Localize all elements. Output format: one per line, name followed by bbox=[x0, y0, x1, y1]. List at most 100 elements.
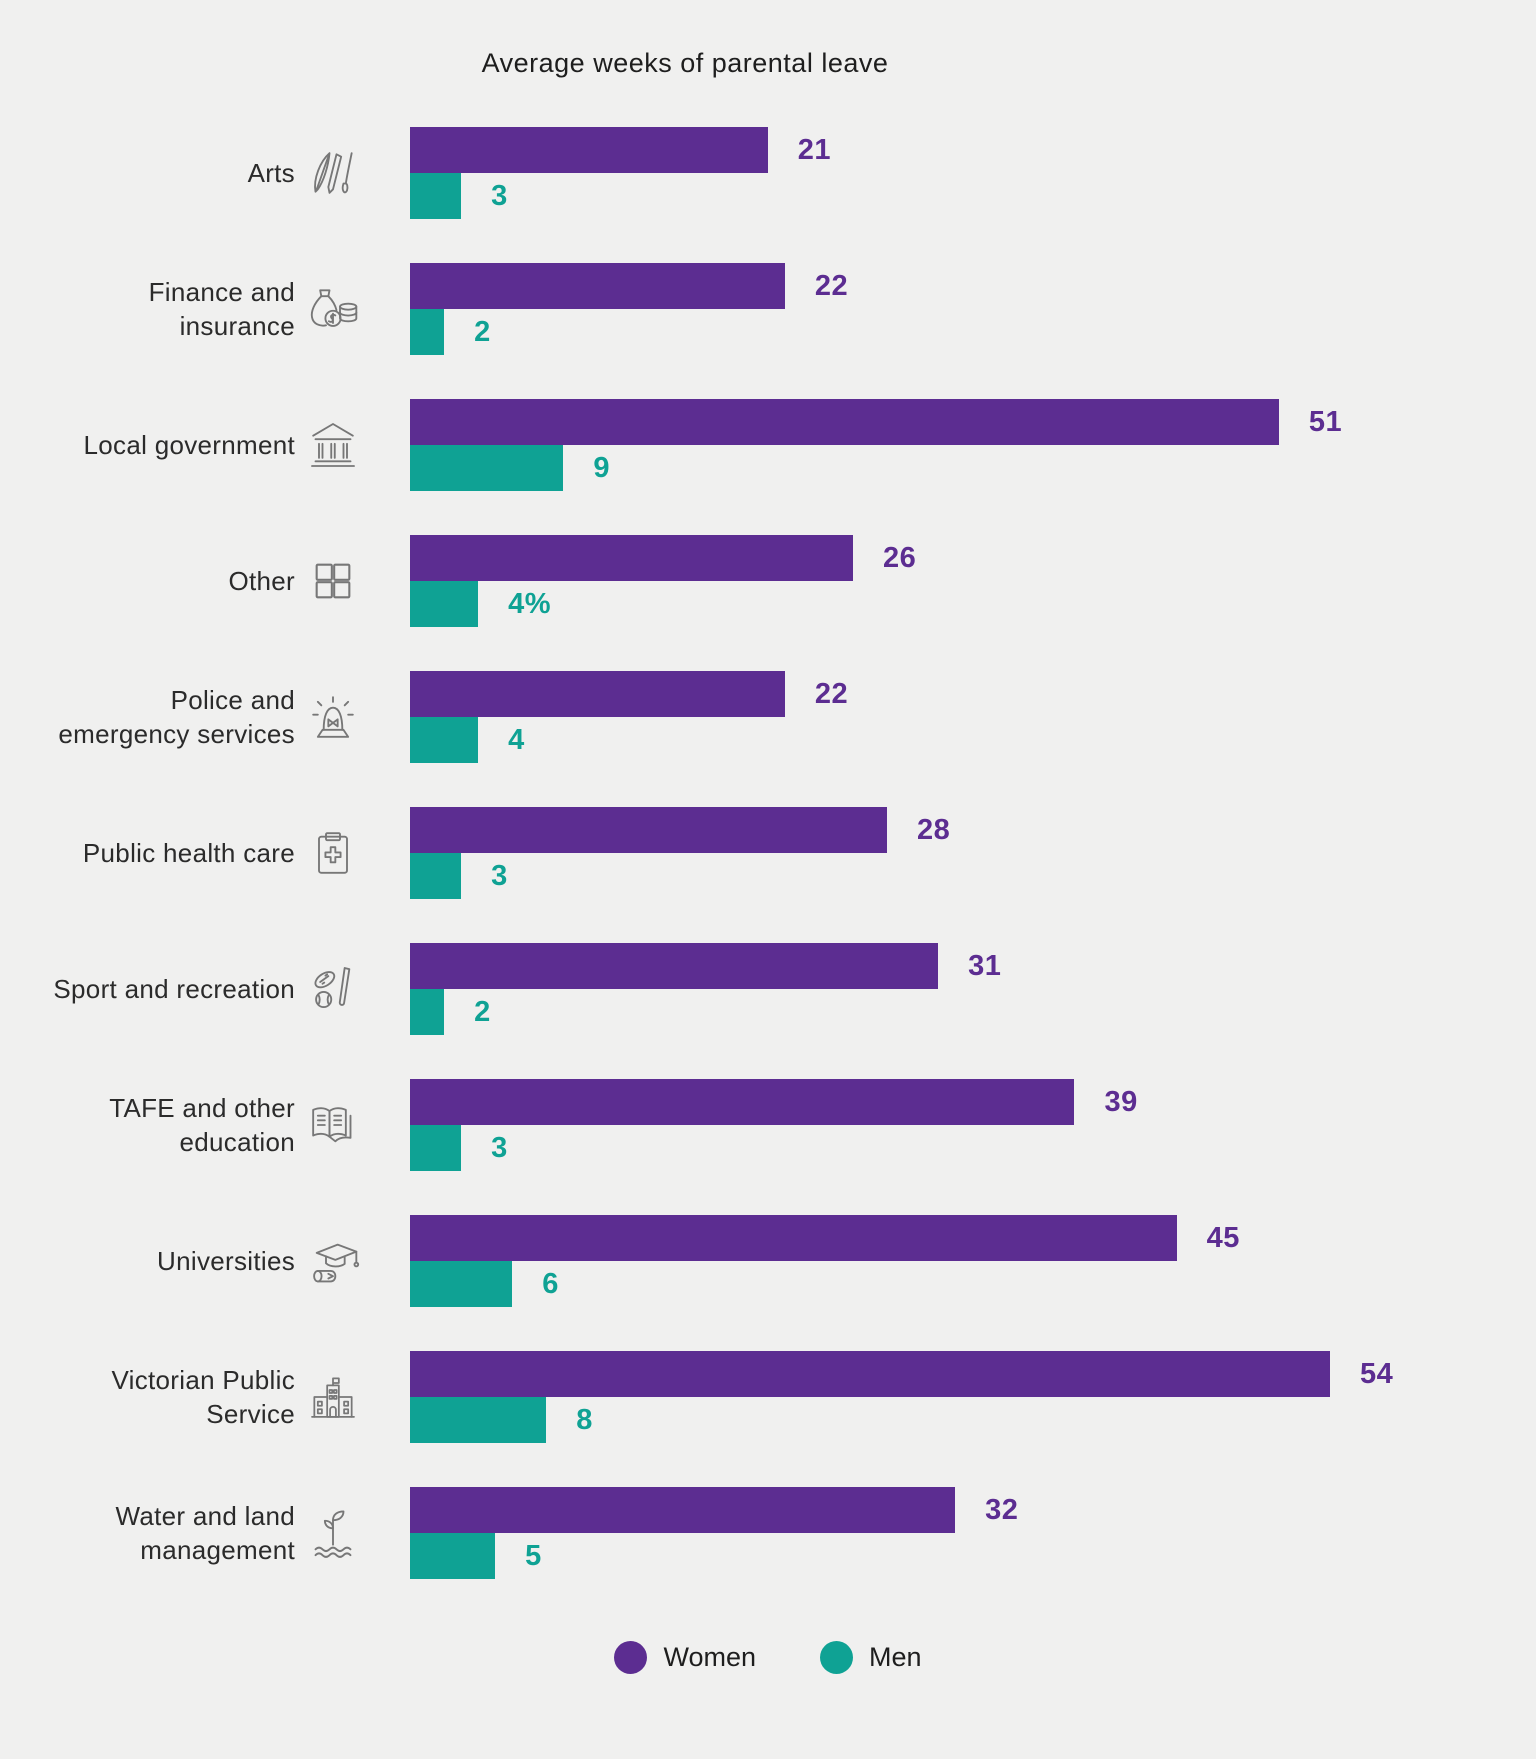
men-value: 4% bbox=[508, 587, 552, 620]
men-bar bbox=[410, 309, 445, 355]
men-value: 3 bbox=[491, 179, 508, 212]
women-value: 45 bbox=[1206, 1221, 1240, 1254]
other-icon bbox=[315, 563, 350, 599]
category-icon-slot bbox=[295, 553, 370, 609]
category-bars: 45 6 bbox=[410, 1215, 1470, 1307]
category-label: Police and emergency services bbox=[58, 685, 295, 749]
category-row: Victorian Public Service 54 8 bbox=[45, 1351, 1536, 1443]
category-label: TAFE and other education bbox=[109, 1093, 295, 1157]
category-row: Sport and recreation 31 2 bbox=[45, 943, 1536, 1035]
women-value: 32 bbox=[985, 1493, 1019, 1526]
women-value: 26 bbox=[882, 541, 917, 574]
category-label: Arts bbox=[247, 158, 295, 188]
women-bar bbox=[410, 535, 853, 581]
women-bar bbox=[410, 263, 785, 309]
category-label: Sport and recreation bbox=[53, 974, 295, 1004]
category-icon-slot bbox=[295, 417, 370, 473]
tafe-education-icon bbox=[311, 1107, 351, 1143]
category-bars: 26 4% bbox=[410, 535, 1470, 627]
category-row: Police and emergency services 22 4 bbox=[45, 671, 1536, 763]
men-value: 3 bbox=[491, 1131, 508, 1164]
category-label: Water and land management bbox=[115, 1501, 295, 1565]
category-bars: 31 2 bbox=[410, 943, 1470, 1035]
category-bars: 39 3 bbox=[410, 1079, 1470, 1171]
women-bar bbox=[410, 671, 785, 717]
category-row: Public health care 28 3 bbox=[45, 807, 1536, 899]
men-bar bbox=[410, 581, 479, 627]
category-icon-slot bbox=[295, 1505, 370, 1561]
men-value: 5 bbox=[525, 1539, 542, 1572]
legend-women-label: Women bbox=[663, 1642, 756, 1672]
women-value: 28 bbox=[917, 813, 951, 846]
men-bar bbox=[410, 717, 479, 763]
men-bar bbox=[410, 1533, 496, 1579]
category-row: Finance and insurance 22 2 bbox=[45, 263, 1536, 355]
women-value: 31 bbox=[968, 949, 1002, 982]
women-legend-dot bbox=[614, 1641, 648, 1674]
universities-icon bbox=[312, 1243, 359, 1283]
category-row: Water and land management 32 5 bbox=[45, 1487, 1536, 1579]
local-government-icon bbox=[310, 423, 355, 467]
category-label: Local government bbox=[83, 430, 295, 460]
category-row: TAFE and other education 39 3 bbox=[45, 1079, 1536, 1171]
category-label: Other bbox=[228, 566, 295, 596]
category-bars: 51 9 bbox=[410, 399, 1470, 491]
men-value: 9 bbox=[593, 451, 610, 484]
women-bar bbox=[410, 1079, 1075, 1125]
category-label: Finance and insurance bbox=[148, 277, 295, 341]
women-bar bbox=[410, 1215, 1177, 1261]
public-health-icon bbox=[317, 832, 348, 874]
category-bars: 28 3 bbox=[410, 807, 1470, 899]
police-emergency-icon bbox=[311, 696, 354, 738]
category-bars: 54 8 bbox=[410, 1351, 1470, 1443]
men-value: 6 bbox=[542, 1267, 559, 1300]
women-value: 51 bbox=[1308, 405, 1343, 438]
chart-title: Average weeks of parental leave bbox=[481, 48, 889, 78]
men-legend-dot bbox=[820, 1641, 853, 1674]
men-bar bbox=[410, 989, 445, 1035]
men-bar bbox=[410, 173, 462, 219]
women-bar bbox=[410, 1487, 956, 1533]
category-icon-slot bbox=[295, 1233, 370, 1289]
women-value: 54 bbox=[1360, 1357, 1394, 1390]
category-icon-slot bbox=[295, 961, 370, 1017]
category-icon-slot bbox=[295, 1369, 370, 1425]
category-label: Public health care bbox=[82, 838, 295, 868]
category-bars: 21 3 bbox=[410, 127, 1470, 219]
legend-men-label: Men bbox=[869, 1642, 922, 1672]
category-icon-slot bbox=[295, 281, 370, 337]
men-value: 2 bbox=[474, 995, 491, 1028]
category-icon-slot bbox=[295, 689, 370, 745]
bar-rows: Arts 21 3 Finance and insurance bbox=[0, 127, 1536, 1579]
finance-insurance-icon bbox=[310, 289, 357, 327]
category-bars: 32 5 bbox=[410, 1487, 1470, 1579]
category-bars: 22 4 bbox=[410, 671, 1470, 763]
women-value: 39 bbox=[1104, 1085, 1138, 1118]
legend: Women Men bbox=[0, 1641, 1536, 1674]
victorian-public-service-icon bbox=[310, 1377, 355, 1418]
men-bar bbox=[410, 445, 564, 491]
men-value: 2 bbox=[474, 315, 491, 348]
men-value: 3 bbox=[491, 859, 508, 892]
men-bar bbox=[410, 853, 462, 899]
category-label: Universities bbox=[157, 1246, 295, 1276]
women-bar bbox=[410, 943, 939, 989]
category-icon-slot bbox=[295, 825, 370, 881]
category-bars: 22 2 bbox=[410, 263, 1470, 355]
women-bar bbox=[410, 127, 768, 173]
men-bar bbox=[410, 1125, 462, 1171]
category-row: Universities 45 6 bbox=[45, 1215, 1536, 1307]
category-row: Arts 21 3 bbox=[45, 127, 1536, 219]
women-value: 22 bbox=[814, 677, 849, 710]
women-bar bbox=[410, 807, 888, 853]
legend-item-women: Women bbox=[614, 1641, 756, 1674]
women-value: 21 bbox=[797, 133, 832, 166]
water-land-icon bbox=[314, 1510, 351, 1558]
category-row: Local government 51 9 bbox=[45, 399, 1536, 491]
category-icon-slot bbox=[295, 145, 370, 201]
men-bar bbox=[410, 1397, 547, 1443]
women-value: 22 bbox=[814, 269, 849, 302]
sport-recreation-icon bbox=[313, 967, 350, 1009]
category-label: Victorian Public Service bbox=[111, 1365, 295, 1429]
